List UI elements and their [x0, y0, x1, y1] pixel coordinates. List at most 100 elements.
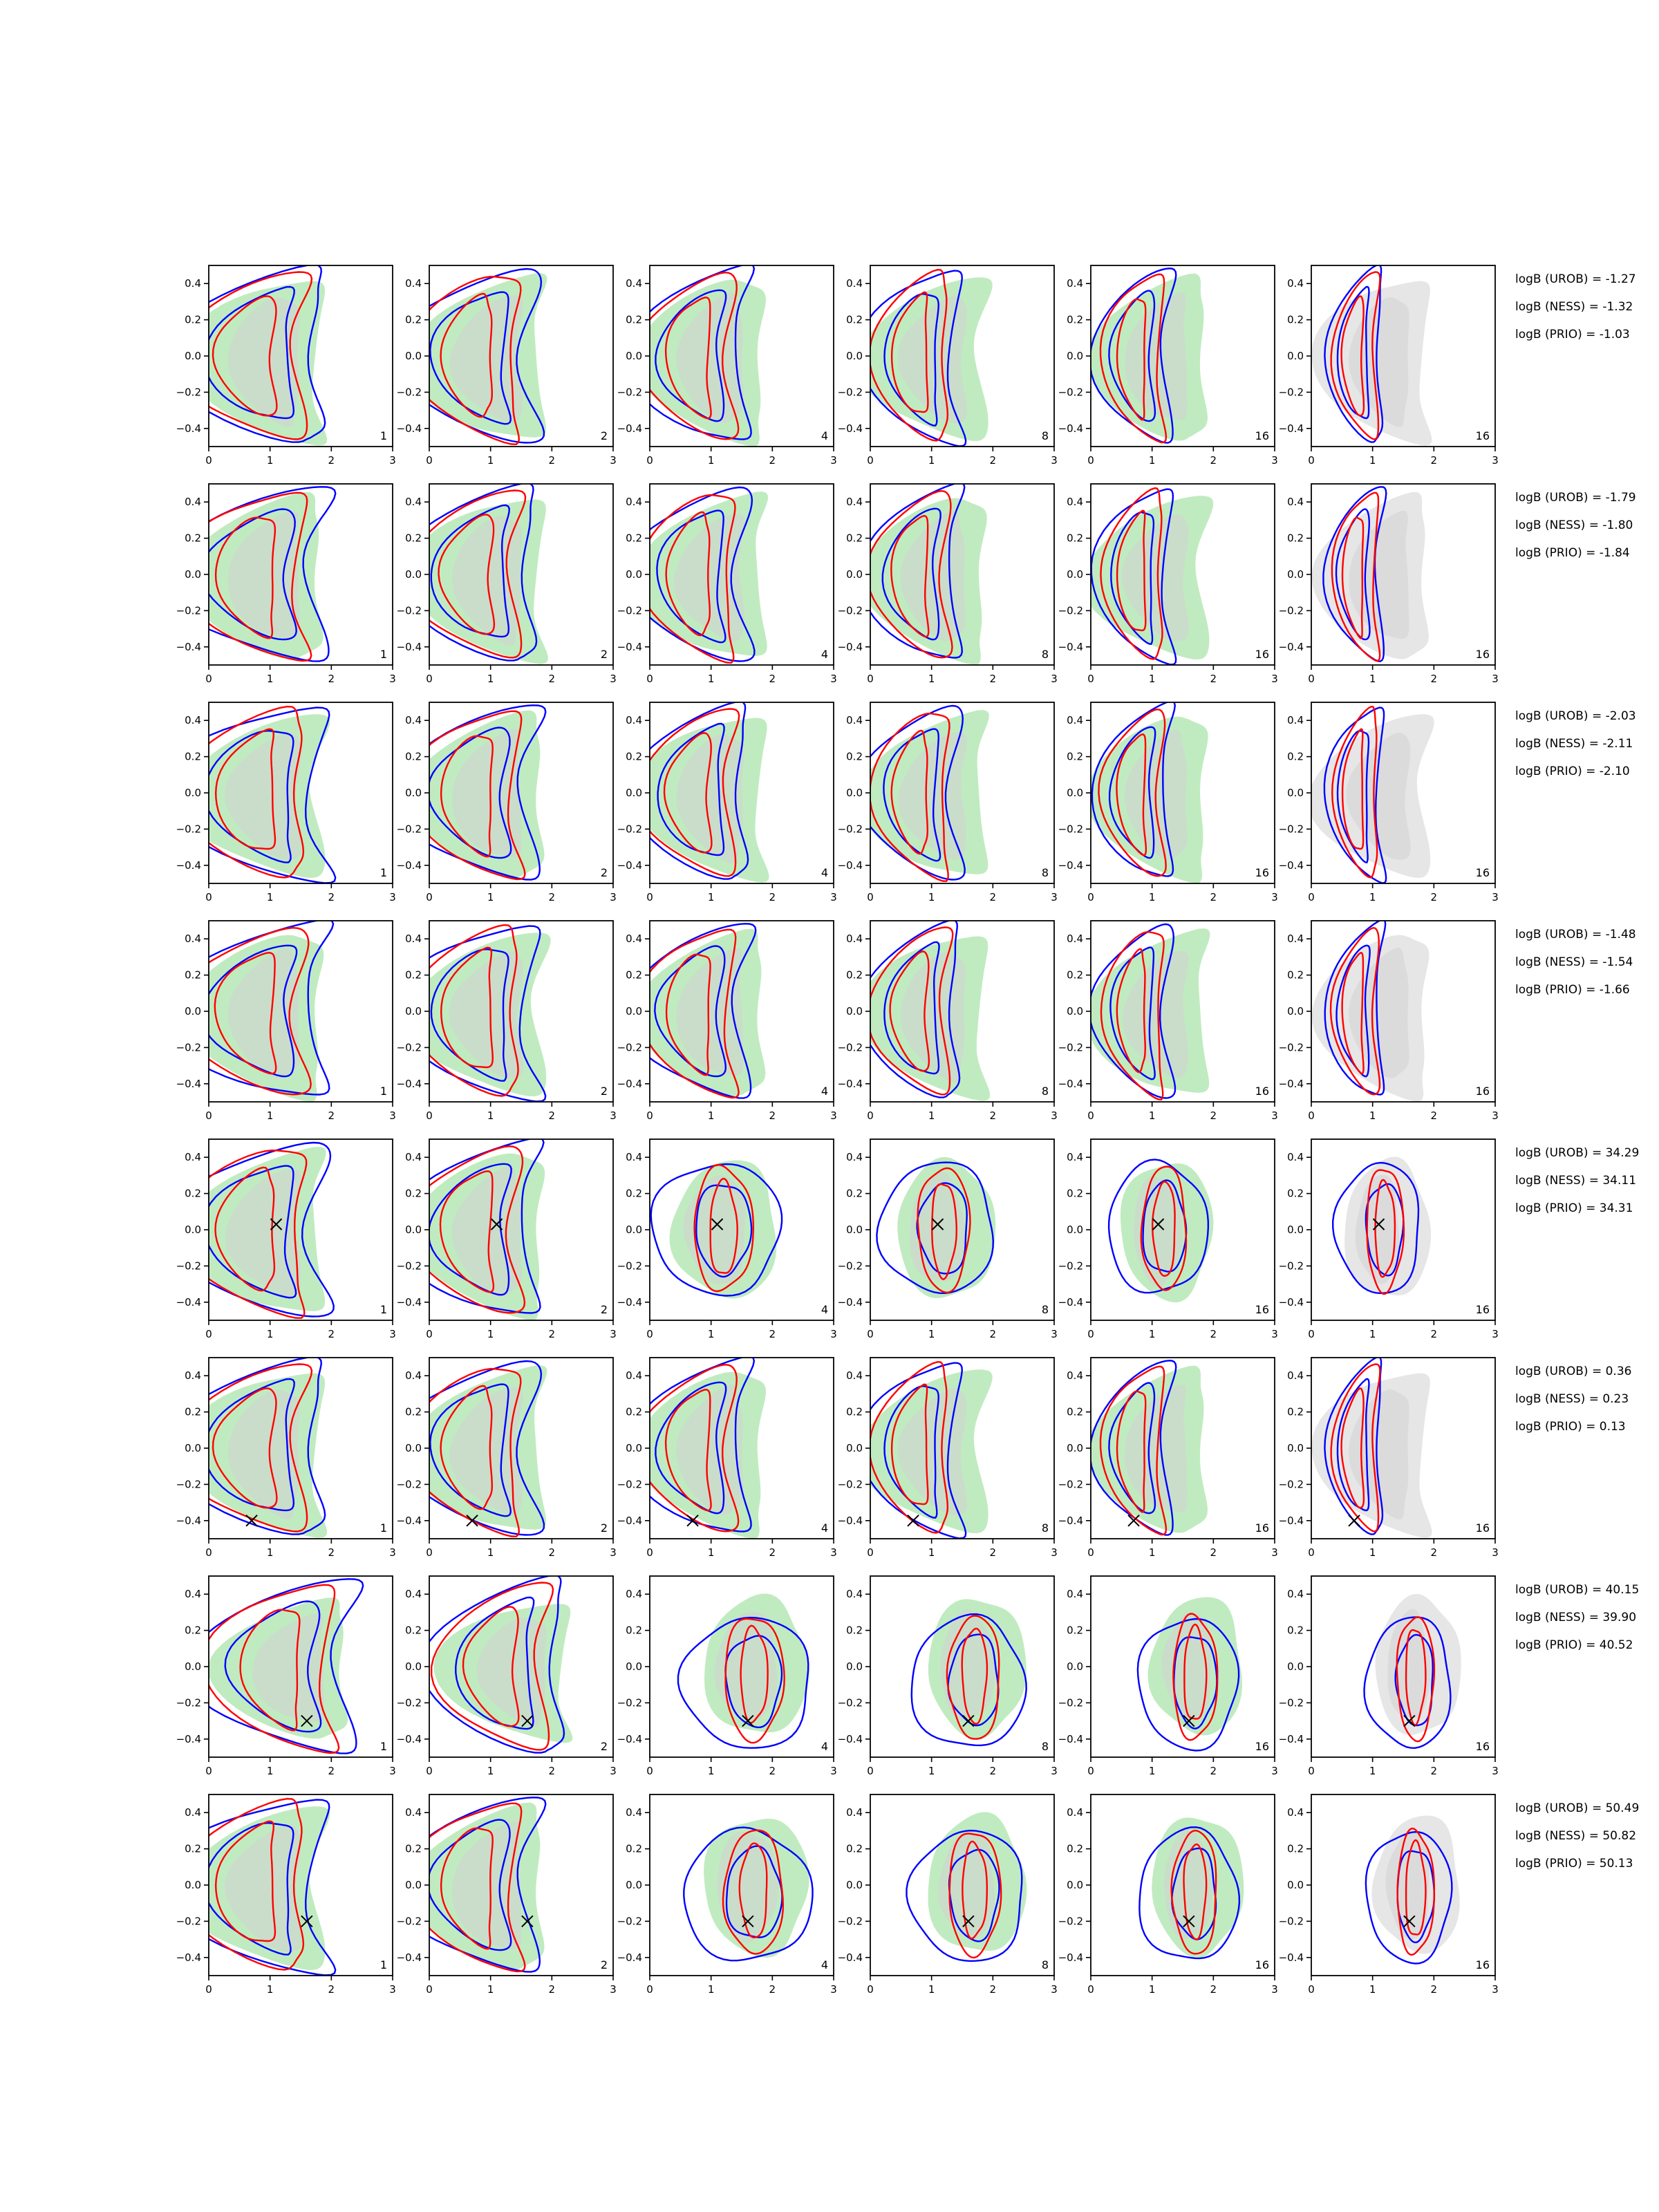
- red-contour-inner: [1405, 1839, 1427, 1936]
- x-tick-label: 0: [867, 1546, 874, 1559]
- x-tick-label: 2: [328, 1328, 335, 1340]
- x-tick-label: 0: [426, 454, 433, 467]
- y-tick-label: 0.4: [626, 1369, 642, 1382]
- x-tick-label: 0: [1308, 1983, 1315, 1996]
- y-tick-label: −0.2: [617, 1478, 642, 1490]
- red-contour-outer: [948, 1833, 1002, 1959]
- panel-contours: [1091, 487, 1214, 665]
- row-2: 0.40.20.0−0.2−0.40 1 2 310.40.20.0−0.2−0.40…: [176, 483, 1636, 685]
- true-parameter-marker: [1348, 1515, 1360, 1527]
- panel-r4-c3: 0.4 0.2 0.0 −0.2 −0.4 0 1 2 34: [617, 920, 837, 1122]
- row-annotation: logB (UROB) = -2.03: [1515, 709, 1636, 723]
- y-tick-label: −0.2: [838, 1478, 863, 1490]
- blue-contour-inner: [209, 508, 297, 641]
- shaded-contour-inner: [1349, 510, 1409, 639]
- blue-contour-inner: [455, 1596, 535, 1730]
- red-contour-inner: [1183, 1843, 1208, 1941]
- y-tick-label: −0.2: [176, 386, 201, 398]
- shaded-contour-inner: [252, 1613, 325, 1722]
- panel-column-label: 1: [380, 648, 387, 661]
- x-tick-label: 1: [1149, 1109, 1156, 1122]
- y-tick-label: −0.4: [1279, 859, 1304, 872]
- x-tick-label: 1: [1369, 1983, 1376, 1996]
- panel-column-label: 16: [1255, 648, 1269, 661]
- x-tick-label: 0: [646, 891, 653, 903]
- red-contour-inner: [214, 952, 277, 1075]
- blue-contour-inner: [881, 507, 941, 641]
- panel-r7-c1: 0.40.20.0−0.2−0.40 1 2 31: [176, 1575, 396, 1777]
- y-tick-label: 0.2: [1287, 1843, 1304, 1855]
- red-contour-inner: [709, 1177, 738, 1274]
- row-annotation: logB (UROB) = 0.36: [1515, 1365, 1631, 1378]
- y-tick-label: −0.4: [176, 1951, 201, 1964]
- red-contour-outer: [1330, 271, 1381, 440]
- panel-r1-c3: 0.4 0.2 0.0 −0.2 −0.4 0 1 2 34: [617, 265, 837, 467]
- panel-r5-c4: 0.4 0.2 0.0 −0.2 −0.4 0 1 2 38: [838, 1138, 1058, 1340]
- y-tick-label: 0.0: [626, 1224, 642, 1236]
- red-contour-inner: [890, 729, 929, 855]
- y-tick-label: 0.4: [846, 1151, 863, 1163]
- panel-contours: [1311, 705, 1434, 883]
- y-tick-label: 0.0: [185, 1442, 201, 1454]
- true-parameter-marker: [1127, 1515, 1140, 1527]
- y-tick-label: 0.4: [626, 1151, 642, 1163]
- y-tick-label: 0.0: [1067, 1660, 1083, 1673]
- red-contour-outer: [1100, 487, 1163, 660]
- panel-column-label: 16: [1476, 648, 1490, 661]
- row-3: 0.40.20.0−0.2−0.40 1 2 310.40.20.0−0.2−0.40…: [176, 702, 1636, 903]
- x-tick-label: 2: [1210, 1765, 1217, 1777]
- x-tick-label: 3: [1051, 673, 1058, 685]
- shaded-contour-inner: [898, 732, 967, 861]
- blue-contour-outer: [910, 1613, 1027, 1747]
- y-tick-label: 0.4: [185, 496, 201, 508]
- y-tick-label: 0.4: [1287, 714, 1304, 727]
- y-tick-label: −0.4: [176, 1296, 201, 1309]
- red-contour-inner: [212, 1387, 278, 1509]
- y-tick-label: 0.2: [185, 314, 201, 326]
- x-tick-label: 0: [205, 1109, 212, 1122]
- x-tick-label: 3: [389, 1109, 396, 1122]
- red-contour-outer: [1366, 1169, 1405, 1295]
- blue-contour-outer: [683, 1826, 814, 1962]
- y-tick-label: 0.2: [626, 1624, 642, 1637]
- y-tick-label: 0.2: [1067, 1843, 1083, 1855]
- red-contour-inner: [1340, 295, 1365, 417]
- y-tick-label: −0.2: [617, 1259, 642, 1272]
- y-tick-label: −0.2: [1058, 1915, 1083, 1927]
- y-tick-label: −0.2: [1279, 1259, 1304, 1272]
- red-contour-inner: [212, 295, 278, 417]
- panel-contours: [906, 1812, 1027, 1962]
- panel-r3-c3: 0.4 0.2 0.0 −0.2 −0.4 0 1 2 34: [617, 702, 837, 903]
- red-contour-outer: [429, 1145, 526, 1314]
- true-parameter-marker: [1152, 1218, 1165, 1230]
- y-tick-label: −0.4: [397, 1951, 422, 1964]
- panel-r3-c5: 0.4 0.2 0.0 −0.2 −0.4 0 1 2 316: [1058, 702, 1278, 903]
- panel-r2-c1: 0.40.20.0−0.2−0.40 1 2 31: [176, 483, 396, 685]
- y-tick-label: 0.4: [185, 1588, 201, 1600]
- true-parameter-marker: [686, 1515, 699, 1527]
- red-contour-outer: [429, 275, 522, 446]
- shaded-contour-inner: [717, 1831, 778, 1943]
- x-tick-label: 2: [990, 673, 997, 685]
- x-tick-label: 2: [1431, 1765, 1438, 1777]
- y-tick-label: 0.2: [405, 314, 422, 326]
- panel-contours: [209, 486, 337, 662]
- blue-contour-outer: [650, 1358, 756, 1533]
- y-tick-label: 0.4: [185, 277, 201, 290]
- panel-column-label: 8: [1042, 1958, 1049, 1971]
- x-tick-label: 2: [1431, 673, 1438, 685]
- red-contour-inner: [962, 1840, 988, 1940]
- y-tick-label: −0.4: [1279, 641, 1304, 653]
- x-tick-label: 2: [328, 1546, 335, 1559]
- y-tick-label: 0.2: [626, 1406, 642, 1418]
- red-contour-inner: [665, 953, 711, 1076]
- panel-r6-c1: 0.40.20.0−0.2−0.40 1 2 31: [176, 1357, 396, 1559]
- blue-contour-inner: [209, 1821, 294, 1956]
- y-tick-label: 0.2: [405, 1406, 422, 1418]
- red-contour-inner: [890, 1383, 929, 1506]
- y-tick-label: 0.2: [185, 1406, 201, 1418]
- x-tick-label: 3: [389, 1983, 396, 1996]
- x-tick-label: 2: [549, 891, 556, 903]
- red-contour-outer: [1170, 1829, 1217, 1955]
- y-tick-label: 0.0: [846, 568, 863, 581]
